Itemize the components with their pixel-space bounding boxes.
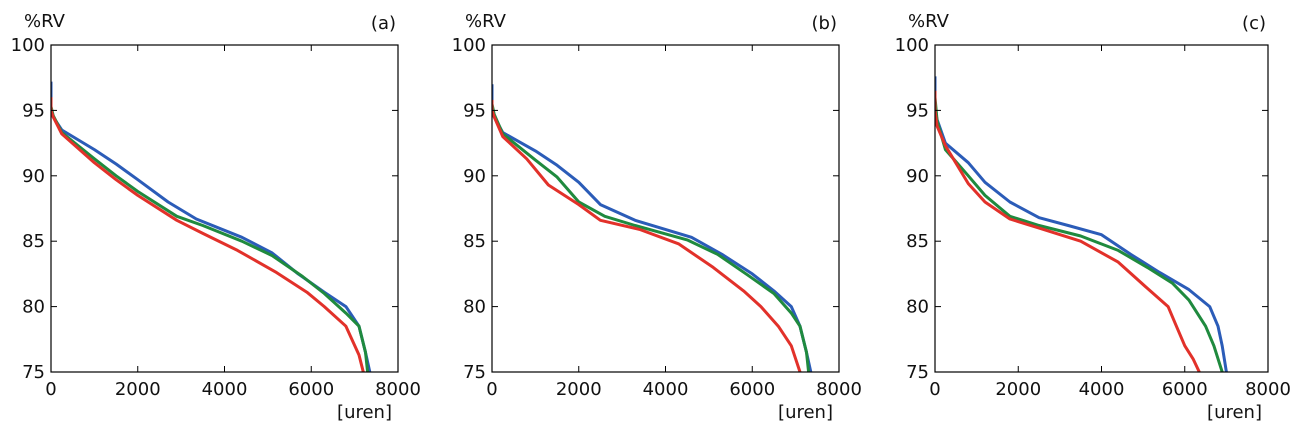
x-tick-label: 4000 bbox=[643, 379, 689, 400]
y-tick-label: 85 bbox=[22, 231, 45, 252]
y-tick-label: 100 bbox=[452, 35, 486, 56]
chart-panel-2: 0 2000 4000 6000 8000 75 80 85 90 95 100 %RV (b) [ure… bbox=[452, 11, 862, 423]
series-line-3 bbox=[935, 90, 1201, 372]
chart-panel-1: 0 2000 4000 6000 8000 75 80 85 90 95 100 %RV (a) [ure… bbox=[11, 11, 421, 423]
y-tick-label: 95 bbox=[906, 100, 929, 121]
plot-frame bbox=[491, 44, 840, 373]
panel-label: (c) bbox=[1242, 13, 1266, 34]
y-tick-label: 100 bbox=[11, 35, 45, 56]
y-tick-label: 80 bbox=[906, 297, 929, 318]
series-line-1 bbox=[51, 81, 372, 372]
y-tick-label: 90 bbox=[463, 166, 486, 187]
x-axis-label: [uren] bbox=[778, 402, 833, 423]
x-tick-label: 6000 bbox=[1162, 379, 1208, 400]
x-tick-label: 8000 bbox=[1245, 379, 1291, 400]
plot-frame bbox=[50, 44, 399, 373]
x-tick-label: 6000 bbox=[288, 379, 334, 400]
y-tick-label: 85 bbox=[906, 231, 929, 252]
x-axis-label: [uren] bbox=[337, 402, 392, 423]
panel-label: (a) bbox=[371, 13, 396, 34]
y-axis-label: %RV bbox=[908, 11, 950, 32]
x-tick-label: 4000 bbox=[202, 379, 248, 400]
x-tick-label: 2000 bbox=[995, 379, 1041, 400]
chart-panel-3: 0 2000 4000 6000 8000 75 80 85 90 95 100 %RV (c) [ure… bbox=[895, 11, 1291, 423]
y-tick-label: 75 bbox=[22, 362, 45, 383]
x-tick-label: 0 bbox=[45, 379, 56, 400]
y-tick-label: 75 bbox=[906, 362, 929, 383]
series-line-1 bbox=[492, 84, 813, 372]
x-axis-label: [uren] bbox=[1207, 402, 1262, 423]
x-tick-label: 8000 bbox=[816, 379, 862, 400]
series-line-3 bbox=[492, 99, 802, 372]
x-tick-label: 2000 bbox=[115, 379, 161, 400]
x-tick-label: 6000 bbox=[729, 379, 775, 400]
y-tick-label: 90 bbox=[906, 166, 929, 187]
y-tick-label: 100 bbox=[895, 35, 929, 56]
series-line-1 bbox=[935, 76, 1228, 372]
y-axis-label: %RV bbox=[24, 11, 66, 32]
series-line-2 bbox=[51, 106, 370, 372]
series-line-3 bbox=[51, 97, 365, 372]
x-tick-label: 8000 bbox=[375, 379, 421, 400]
y-tick-label: 80 bbox=[22, 297, 45, 318]
y-tick-label: 95 bbox=[22, 100, 45, 121]
x-tick-label: 0 bbox=[929, 379, 940, 400]
x-tick-label: 4000 bbox=[1079, 379, 1125, 400]
y-tick-label: 80 bbox=[463, 297, 486, 318]
y-tick-label: 85 bbox=[463, 231, 486, 252]
series-line-2 bbox=[492, 103, 811, 372]
y-tick-label: 95 bbox=[463, 100, 486, 121]
y-axis-label: %RV bbox=[465, 11, 507, 32]
y-tick-label: 75 bbox=[463, 362, 486, 383]
x-tick-label: 0 bbox=[486, 379, 497, 400]
panel-label: (b) bbox=[812, 13, 837, 34]
y-tick-label: 90 bbox=[22, 166, 45, 187]
x-tick-label: 2000 bbox=[556, 379, 602, 400]
